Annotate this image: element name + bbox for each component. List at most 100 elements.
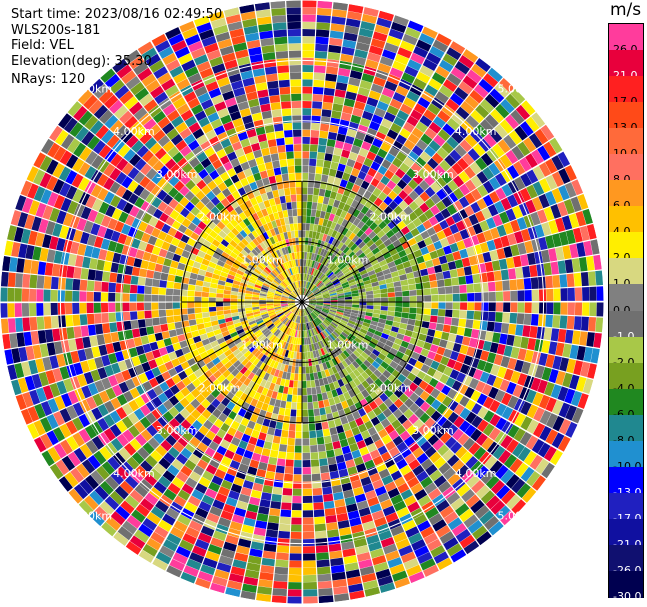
velocity-gate [161,241,171,251]
velocity-gate [251,230,259,239]
velocity-gate [288,313,294,320]
velocity-gate [224,313,232,319]
velocity-gate [46,414,59,430]
velocity-gate [395,296,403,302]
velocity-gate [217,462,229,473]
velocity-gate [298,230,302,238]
velocity-gate [89,120,104,135]
velocity-gate [292,122,302,130]
velocity-gate [337,297,345,300]
velocity-gate [227,104,239,115]
velocity-gate [85,396,97,410]
velocity-gate [289,72,302,80]
velocity-gate [387,557,403,569]
velocity-gate [37,330,47,344]
velocity-gate [342,548,356,558]
velocity-gate [351,309,359,314]
velocity-gate [76,463,90,479]
velocity-gate [469,89,484,104]
velocity-gate [63,239,73,253]
velocity-gate [378,124,390,136]
velocity-gate [237,538,252,548]
velocity-gate [262,550,276,560]
velocity-gate [282,326,288,333]
velocity-gate [346,158,356,168]
velocity-gate [312,394,318,402]
velocity-gate [368,255,377,263]
velocity-gate [309,302,317,304]
velocity-gate [509,312,518,324]
velocity-gate [357,170,367,181]
velocity-gate [443,467,456,480]
velocity-gate [278,332,285,340]
velocity-gate [139,93,154,107]
velocity-gate [276,458,286,467]
velocity-gate [285,224,291,232]
velocity-gate [66,265,75,278]
velocity-gate [309,144,318,152]
velocity-gate [502,280,510,291]
velocity-gate [89,511,105,527]
velocity-gate [311,312,317,319]
velocity-gate [237,101,250,111]
velocity-gate [318,588,333,597]
velocity-gate [110,230,121,243]
velocity-gate [274,369,280,377]
velocity-gate [276,257,283,265]
velocity-gate [239,202,248,212]
velocity-gate [322,377,329,385]
velocity-gate [488,386,499,399]
velocity-gate [316,559,330,568]
velocity-gate [75,337,84,350]
velocity-gate [308,344,313,352]
velocity-gate [209,230,218,239]
velocity-gate [395,302,403,307]
velocity-gate [95,125,109,140]
velocity-gate [278,264,284,272]
velocity-gate [366,151,377,161]
velocity-gate [302,495,313,504]
velocity-gate [500,98,515,114]
velocity-gate [306,307,312,313]
velocity-gate [168,406,180,418]
velocity-gate [486,374,497,386]
velocity-gate [313,319,319,326]
velocity-gate [378,428,389,439]
velocity-gate [347,510,360,520]
velocity-gate [158,46,174,60]
velocity-gate [304,288,308,296]
velocity-gate [395,306,403,313]
velocity-gate [295,289,300,296]
velocity-gate [323,320,330,326]
velocity-gate [251,299,259,302]
velocity-gate [310,351,314,359]
velocity-gate [124,115,138,130]
velocity-gate [438,339,448,348]
velocity-gate [548,341,558,355]
velocity-gate [148,124,161,137]
velocity-gate [409,295,417,302]
velocity-gate [511,478,526,494]
velocity-gate [304,308,308,316]
velocity-gate [306,291,312,297]
velocity-gate [370,337,379,345]
velocity-gate [292,307,298,313]
velocity-gate [259,304,267,307]
range-ring-label: 1.00km [241,253,283,266]
velocity-gate [280,299,288,302]
velocity-gate [61,134,75,150]
velocity-gate [211,94,224,105]
velocity-gate [242,337,250,345]
velocity-gate [369,324,377,330]
velocity-gate [325,281,332,287]
velocity-gate [430,399,442,410]
velocity-gate [337,163,346,172]
velocity-gate [80,325,89,337]
velocity-gate [233,259,242,267]
velocity-gate [416,302,424,308]
velocity-gate [154,238,164,248]
velocity-gate [231,141,243,151]
velocity-gate [472,273,481,284]
velocity-gate [239,392,249,402]
velocity-gate [296,344,300,352]
